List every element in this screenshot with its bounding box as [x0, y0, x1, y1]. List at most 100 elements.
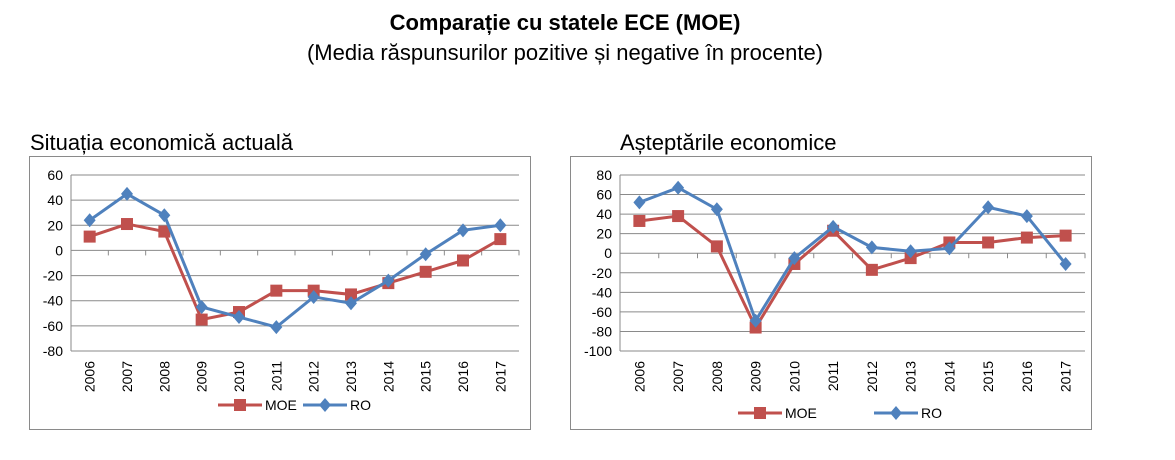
y-tick-label: -80: [43, 343, 63, 359]
data-point-ro: [382, 273, 395, 288]
data-point-moe: [121, 218, 133, 231]
data-point-ro: [494, 218, 507, 233]
data-point-ro: [121, 186, 133, 201]
data-point-ro: [749, 313, 762, 328]
legend-marker-moe: [754, 407, 766, 419]
data-point-moe: [633, 214, 646, 227]
x-tick-label: 2016: [455, 361, 471, 392]
data-point-ro: [788, 251, 801, 266]
x-tick-label: 2007: [119, 361, 135, 392]
x-tick-label: 2008: [709, 361, 725, 392]
y-tick-label: 40: [596, 206, 612, 222]
x-tick-label: 2010: [786, 361, 802, 392]
y-tick-label: -40: [43, 293, 63, 309]
x-tick-label: 2007: [670, 361, 686, 392]
data-point-ro: [943, 241, 956, 256]
data-point-moe: [1059, 229, 1072, 242]
x-tick-label: 2013: [903, 361, 919, 392]
y-tick-label: 60: [47, 167, 63, 183]
data-point-ro: [457, 223, 469, 238]
data-point-ro: [865, 240, 878, 255]
y-tick-label: -80: [592, 323, 612, 339]
legend-marker-ro: [890, 406, 902, 420]
data-point-ro: [1059, 256, 1072, 271]
x-tick-label: 2009: [194, 361, 210, 392]
chart-1-frame: 60 40 20 0 -20 -40 -60 -80 2006 2007 2008 2009 2010 2…: [29, 156, 531, 430]
x-tick-label: 2015: [980, 361, 996, 392]
x-tick-label: 2014: [941, 361, 957, 392]
legend-marker-ro: [319, 398, 331, 412]
y-tick-label: 40: [47, 192, 63, 208]
x-tick-label: 2008: [156, 361, 172, 392]
data-point-moe: [158, 225, 171, 238]
series-line-moe: [89, 222, 502, 322]
x-tick-label: 2010: [231, 361, 247, 392]
x-tick-label: 2017: [1058, 361, 1074, 392]
x-tick-label: 2015: [418, 361, 434, 392]
series-line-ro: [638, 186, 1067, 325]
data-point-ro: [233, 310, 245, 325]
y-tick-label: -20: [43, 268, 63, 284]
data-point-moe: [457, 254, 469, 267]
chart-1-plot: 60 40 20 0 -20 -40 -60 -80 2006 2007 2008 2009 2010 2…: [43, 167, 520, 413]
chart-2-frame: 80 60 40 20 0 -20 -40 -60 -80 -100 2006 2007 2008 200…: [570, 156, 1092, 430]
y-tick-label: 60: [596, 187, 612, 203]
data-point-ro: [710, 202, 723, 217]
x-tick-label: 2012: [306, 361, 322, 392]
page-subtitle: (Media răspunsurilor pozitive și negativ…: [306, 40, 824, 65]
data-point-moe: [672, 210, 685, 223]
data-point-moe: [982, 236, 995, 249]
x-tick-label: 2006: [82, 361, 98, 392]
y-tick-label: 20: [596, 226, 612, 242]
data-point-moe: [419, 265, 432, 278]
data-point-ro: [633, 195, 646, 210]
data-point-moe: [345, 288, 357, 301]
data-point-moe: [1020, 231, 1033, 244]
data-point-ro: [158, 208, 171, 223]
x-tick-label: 2016: [1019, 361, 1035, 392]
y-tick-label: -60: [43, 318, 63, 334]
data-point-ro: [270, 320, 283, 335]
y-tick-label: 20: [47, 217, 63, 233]
data-point-ro: [345, 296, 357, 311]
x-tick-label: 2012: [864, 361, 880, 392]
data-point-moe: [710, 240, 723, 253]
data-point-moe: [865, 263, 878, 276]
data-point-ro: [1020, 209, 1033, 224]
data-point-ro: [904, 244, 917, 259]
data-point-ro: [83, 213, 96, 228]
x-tick-label: 2013: [343, 361, 359, 392]
y-tick-label: 0: [604, 245, 612, 261]
data-point-moe: [494, 233, 507, 246]
series-line-moe: [639, 214, 1066, 331]
x-tick-label: 2011: [268, 361, 284, 391]
data-point-ro: [307, 289, 320, 304]
y-tick-label: -100: [584, 343, 612, 359]
data-point-ro: [672, 180, 685, 195]
data-point-ro: [982, 200, 995, 215]
y-tick-label: -40: [592, 284, 612, 300]
x-tick-label: 2009: [748, 361, 764, 392]
legend-label-moe: MOE: [785, 405, 817, 421]
y-tick-label: -60: [592, 304, 612, 320]
x-tick-label: 2017: [492, 361, 508, 392]
data-point-ro: [195, 300, 208, 314]
legend-label-moe: MOE: [265, 397, 297, 413]
x-tick-label: 2011: [825, 361, 841, 391]
legend-label-ro: RO: [921, 405, 942, 421]
chart-1-title: Situația economică actuală: [30, 130, 293, 155]
data-point-moe: [83, 230, 96, 243]
data-point-ro: [419, 247, 432, 262]
y-tick-label: 0: [55, 242, 63, 258]
y-tick-label: -20: [592, 265, 612, 281]
chart-2-title: Așteptările economice: [620, 130, 837, 155]
data-point-moe: [270, 284, 283, 297]
y-tick-label: 80: [596, 167, 612, 183]
series-line-ro: [88, 192, 501, 329]
chart-2-plot: 80 60 40 20 0 -20 -40 -60 -80 -100 2006 2007 2008 200…: [584, 167, 1086, 421]
x-tick-label: 2014: [380, 361, 396, 392]
page-title: Comparație cu statele ECE (MOE): [389, 10, 741, 35]
data-point-ro: [827, 219, 840, 234]
legend-label-ro: RO: [350, 397, 371, 413]
data-point-moe: [195, 313, 208, 326]
